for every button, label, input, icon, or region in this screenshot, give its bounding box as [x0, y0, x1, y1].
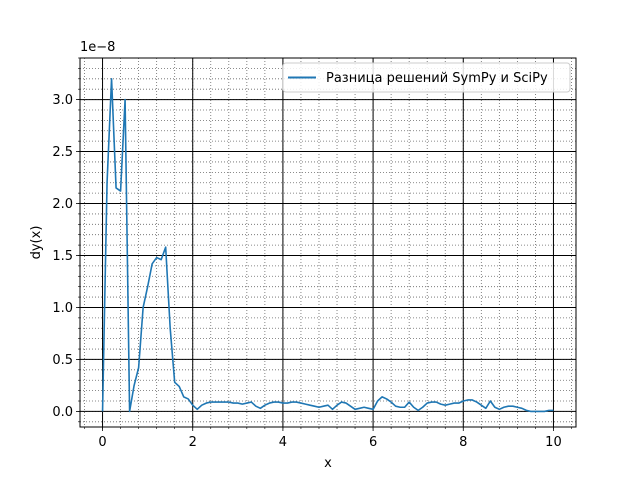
x-tick-label: 10 [545, 435, 562, 450]
y-axis-ticks: 0.0 0.5 1.0 1.5 2.0 2.5 3.0 [52, 57, 80, 423]
y-tick-label: 1.5 [52, 249, 73, 264]
series-layer [101, 77, 554, 413]
plot-area [80, 58, 576, 427]
legend-box [282, 62, 571, 93]
major-grid [80, 58, 576, 427]
x-tick-label: 2 [189, 435, 197, 450]
y-tick-label: 1.0 [52, 301, 73, 316]
y-tick-label: 2.5 [52, 145, 73, 160]
y-axis-label: dy(x) [29, 226, 44, 260]
legend-series-label: Разница решений SymPy и SciPy [326, 71, 548, 86]
x-tick-label: 4 [279, 435, 287, 450]
x-tick-label: 6 [369, 435, 377, 450]
plot-frame [79, 57, 577, 428]
y-scale-note: 1e−8 [80, 40, 115, 55]
y-tick-label: 3.0 [52, 93, 73, 108]
x-axis-ticks: 0 2 4 6 8 10 [84, 427, 572, 450]
x-tick-label: 0 [98, 435, 106, 450]
series-line [101, 77, 554, 413]
legend: Разница решений SymPy и SciPy [282, 62, 571, 93]
x-axis-label: x [324, 456, 332, 471]
y-tick-label: 0.0 [52, 405, 73, 420]
y-tick-label: 0.5 [52, 353, 73, 368]
x-tick-label: 8 [459, 435, 467, 450]
y-tick-label: 2.0 [52, 197, 73, 212]
